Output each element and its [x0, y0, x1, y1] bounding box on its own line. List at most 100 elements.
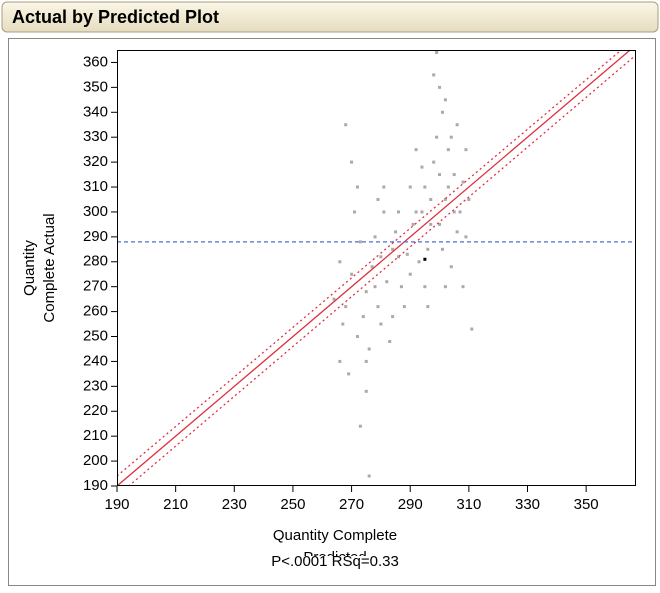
y-tick-label: 210	[83, 427, 108, 444]
point	[426, 305, 430, 309]
point	[423, 285, 427, 289]
point	[361, 315, 365, 319]
plot-border	[117, 50, 636, 486]
point	[358, 240, 362, 244]
point	[370, 265, 374, 269]
point	[458, 210, 462, 214]
y-tick-label: 310	[83, 178, 108, 195]
point	[446, 185, 450, 189]
point	[332, 297, 336, 301]
point	[358, 424, 362, 428]
point	[338, 359, 342, 363]
y-tick-label: 270	[83, 278, 108, 295]
point	[449, 135, 453, 139]
point	[461, 180, 465, 184]
y-tick-label: 260	[83, 303, 108, 320]
y-tick-label: 350	[83, 78, 108, 95]
point	[367, 347, 371, 351]
point	[350, 272, 354, 276]
point	[382, 210, 386, 214]
point	[373, 235, 377, 239]
x-tick-label: 250	[280, 496, 305, 513]
point	[449, 265, 453, 269]
point	[443, 98, 447, 102]
point	[355, 335, 359, 339]
x-label: Quantity Complete	[273, 527, 397, 544]
y-tick-label: 360	[83, 53, 108, 70]
point	[391, 247, 395, 251]
point	[423, 185, 427, 189]
point	[414, 148, 418, 152]
header-title: Actual by Predicted Plot	[12, 7, 219, 27]
y-tick-label: 280	[83, 253, 108, 270]
y-label: Quantity	[21, 240, 38, 296]
point	[420, 210, 424, 214]
point	[376, 197, 380, 201]
y-tick-label: 340	[83, 103, 108, 120]
x-tick-label: 210	[163, 496, 188, 513]
y-tick-label: 300	[83, 203, 108, 220]
point	[379, 322, 383, 326]
point	[396, 210, 400, 214]
point	[394, 230, 398, 234]
point	[411, 222, 415, 226]
point	[344, 305, 348, 309]
point	[344, 123, 348, 127]
point	[414, 210, 418, 214]
point	[385, 280, 389, 284]
point	[408, 185, 412, 189]
y-tick-label: 190	[83, 477, 108, 494]
point	[364, 359, 368, 363]
y-tick-label: 230	[83, 377, 108, 394]
x-tick-label: 350	[574, 496, 599, 513]
point	[364, 290, 368, 294]
point	[429, 197, 433, 201]
y-tick-label: 250	[83, 327, 108, 344]
point	[461, 285, 465, 289]
x-tick-label: 190	[104, 496, 129, 513]
point	[388, 339, 392, 343]
point	[429, 222, 433, 226]
x-tick-label: 310	[456, 496, 481, 513]
point	[353, 210, 357, 214]
y-label: Complete Actual	[41, 213, 58, 322]
point	[396, 255, 400, 259]
point	[443, 197, 447, 201]
reference-line	[127, 54, 636, 486]
reference-line	[117, 50, 623, 477]
point	[382, 185, 386, 189]
point	[438, 173, 442, 177]
y-tick-label: 330	[83, 128, 108, 145]
header-bar[interactable]	[1, 1, 659, 33]
point	[391, 315, 395, 319]
point	[417, 260, 421, 264]
point	[367, 474, 371, 478]
point	[355, 185, 359, 189]
y-tick-label: 320	[83, 153, 108, 170]
point	[443, 285, 447, 289]
point	[376, 305, 380, 309]
point	[440, 247, 444, 251]
point	[350, 160, 354, 164]
x-label: Predicted	[303, 549, 366, 566]
point	[438, 222, 442, 226]
point	[426, 247, 430, 251]
mean-point	[423, 257, 427, 261]
point	[464, 148, 468, 152]
point	[470, 327, 474, 331]
point	[420, 165, 424, 169]
reference-line	[117, 50, 632, 486]
point	[452, 210, 456, 214]
point	[373, 285, 377, 289]
point	[464, 235, 468, 239]
stats-text: P<.0001 RSq=0.33	[271, 553, 399, 570]
point	[399, 285, 403, 289]
y-tick-label: 220	[83, 402, 108, 419]
y-tick-label: 240	[83, 352, 108, 369]
x-tick-label: 230	[222, 496, 247, 513]
point	[405, 252, 409, 256]
point	[452, 173, 456, 177]
point	[364, 389, 368, 393]
point	[455, 230, 459, 234]
